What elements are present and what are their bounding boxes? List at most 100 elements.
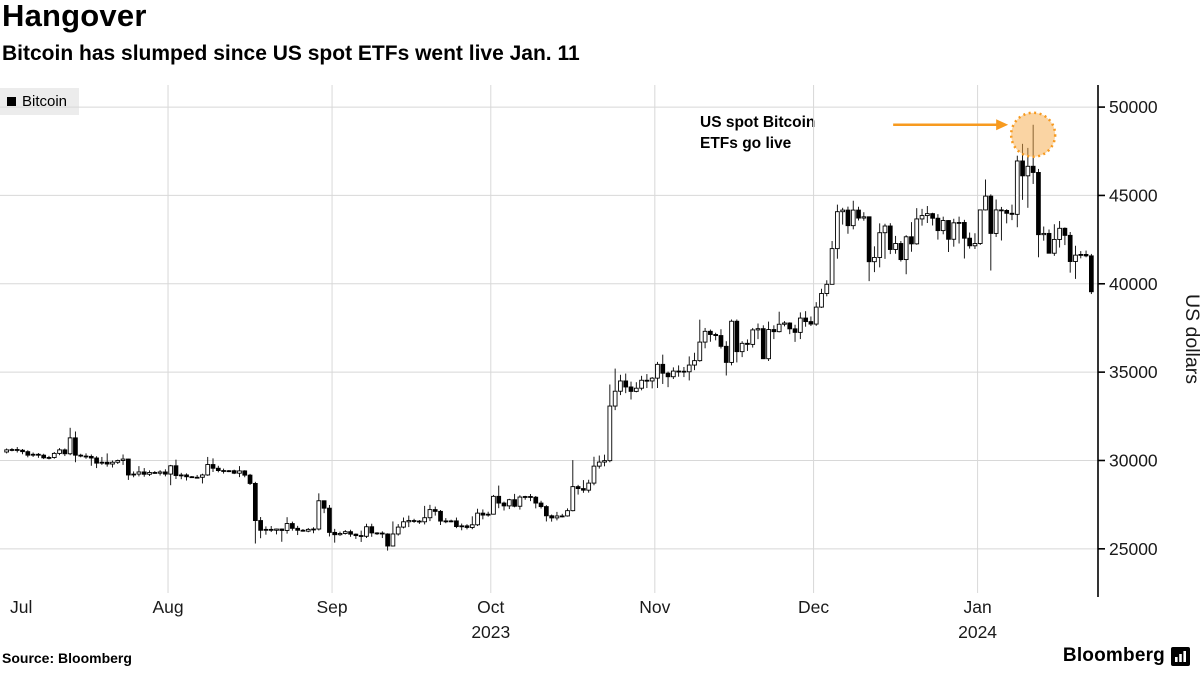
candle-body <box>882 225 888 234</box>
candle-body <box>496 495 502 504</box>
y-tick-label: 50000 <box>1109 97 1158 117</box>
candle-body <box>887 225 893 250</box>
candle-body <box>999 209 1004 212</box>
candle-body <box>924 213 930 217</box>
candle-body <box>1014 160 1020 215</box>
candle-body <box>242 470 248 476</box>
candle-body <box>194 476 200 479</box>
candle-body <box>591 465 597 484</box>
candle-body <box>385 533 390 547</box>
candle-body <box>417 520 422 523</box>
candle-body <box>337 533 343 536</box>
candle-body <box>787 322 793 330</box>
candle-body <box>120 458 126 461</box>
candle-body <box>469 524 475 528</box>
x-month-label: Jul <box>10 597 32 617</box>
candle-body <box>215 467 221 471</box>
candle-body <box>125 458 131 476</box>
candle-body <box>364 526 369 537</box>
annotation-line-2: ETFs go live <box>700 135 792 152</box>
x-year-label: 2024 <box>958 622 997 642</box>
candle-body <box>835 211 840 250</box>
candle-body <box>67 437 73 455</box>
candle-body <box>395 526 401 535</box>
candle-body <box>962 222 967 239</box>
candle-body <box>946 220 951 240</box>
candle-body <box>247 474 253 484</box>
page-title: Hangover <box>2 0 147 33</box>
x-month-label: Oct <box>477 597 504 617</box>
candle-body <box>760 328 766 360</box>
candle-body <box>771 329 777 333</box>
candle-body <box>586 482 592 491</box>
bloomberg-logo-mark-icon <box>1171 646 1190 666</box>
candle-body <box>872 257 877 263</box>
candle-body <box>803 317 808 323</box>
candle-body <box>644 379 650 382</box>
candle-body <box>797 317 803 333</box>
candle-body <box>861 216 867 219</box>
candle-body <box>528 496 533 498</box>
candlestick-chart: 25000 30000 35000 40000 45000 50000 Jul Aug Sep O… <box>0 85 1200 642</box>
candle-body <box>99 461 105 464</box>
candle-body <box>141 471 147 475</box>
candle-body <box>512 499 517 507</box>
candle-body <box>136 471 142 475</box>
candle-body <box>221 470 226 472</box>
candle-body <box>734 320 740 353</box>
candle-body <box>348 531 353 535</box>
candle-body <box>618 380 623 392</box>
candle-body <box>1030 165 1036 173</box>
candle-body <box>189 476 195 479</box>
candle-body <box>517 496 523 507</box>
candle-body <box>1062 227 1068 236</box>
candle-body <box>443 520 449 523</box>
y-axis-title: US dollars <box>1181 294 1200 384</box>
candle-body <box>993 209 999 234</box>
candle-body <box>633 387 639 392</box>
candle-body <box>454 520 459 528</box>
candle-body <box>51 452 57 458</box>
x-month-label: Jan <box>963 597 991 617</box>
candle-body <box>708 330 713 335</box>
candle-body <box>702 330 708 343</box>
candle-body <box>570 486 576 512</box>
candle-body <box>602 460 607 463</box>
candle-body <box>390 533 396 547</box>
y-tick-label: 45000 <box>1109 185 1158 205</box>
candle-body <box>533 496 539 504</box>
candle-body <box>62 449 68 455</box>
candle-body <box>977 209 983 244</box>
candle-body <box>819 293 824 308</box>
candle-body <box>776 323 782 333</box>
candle-body <box>41 454 47 459</box>
candle-body <box>670 370 676 378</box>
candle-body <box>401 521 406 528</box>
candle-body <box>983 195 988 211</box>
candle-body <box>665 372 671 378</box>
candle-body <box>914 218 920 245</box>
candle-body <box>729 320 734 363</box>
candle-body <box>766 329 771 360</box>
candle-body <box>628 386 634 392</box>
candle-body <box>655 363 660 379</box>
candle-body <box>73 437 78 456</box>
candle-body <box>25 451 31 456</box>
candle-body <box>607 405 613 462</box>
candle-body <box>1004 210 1010 214</box>
candle-body <box>1067 234 1073 262</box>
candle-body <box>226 470 232 473</box>
candle-body <box>231 470 237 474</box>
candle-body <box>422 517 428 523</box>
candle-body <box>909 236 914 245</box>
candle-body <box>369 526 375 534</box>
candle-body <box>88 455 94 459</box>
candle-body <box>554 515 560 519</box>
legend: Bitcoin <box>0 88 80 115</box>
candle-body <box>300 529 306 532</box>
candle-body <box>935 217 941 232</box>
candle-body <box>200 474 205 478</box>
candle-body <box>686 364 692 373</box>
x-month-label: Nov <box>639 597 670 617</box>
candle-body <box>750 329 756 345</box>
